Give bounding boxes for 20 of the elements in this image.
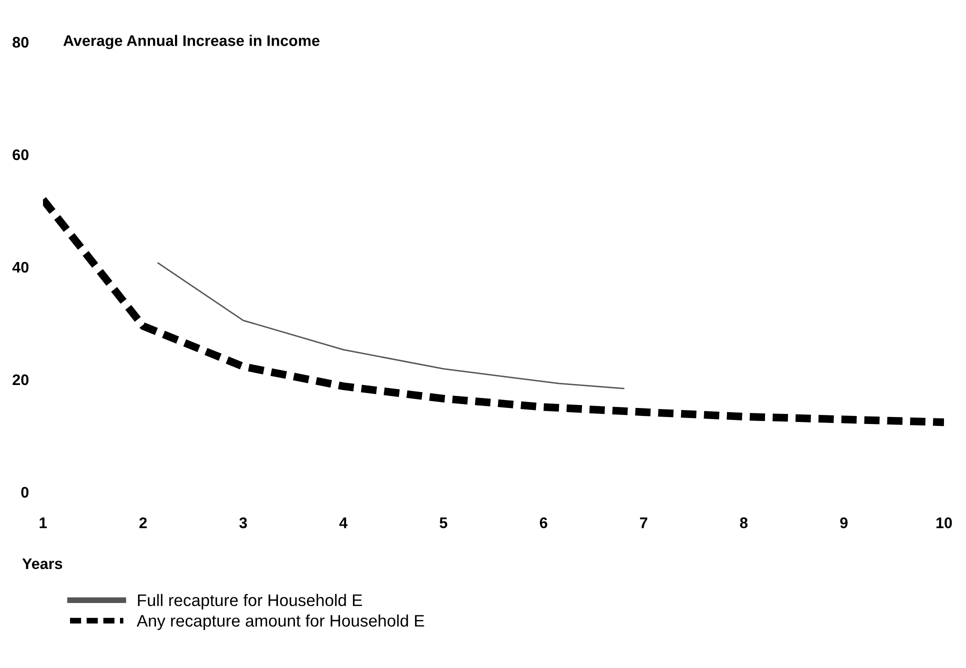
x-tick-label: 10 bbox=[936, 517, 952, 528]
x-tick-label: 5 bbox=[440, 518, 448, 528]
x-tick-label: 7 bbox=[640, 518, 648, 528]
y-tick-label: 80 bbox=[12, 36, 28, 48]
x-tick-label: 8 bbox=[740, 517, 748, 528]
x-tick-label: 9 bbox=[840, 517, 848, 528]
x-tick-label: 6 bbox=[540, 517, 548, 528]
y-tick-label: 40 bbox=[12, 262, 28, 273]
x-tick-label: 2 bbox=[139, 517, 147, 528]
y-tick-label: 20 bbox=[12, 374, 28, 386]
x-tick-label: 3 bbox=[239, 517, 247, 528]
line-series bbox=[157, 262, 624, 390]
legend-label: Any recapture amount for Household E bbox=[136, 614, 424, 630]
y-tick-label: 0 bbox=[21, 486, 28, 498]
legend-label: Full recapture for Household E bbox=[138, 594, 362, 610]
chart-title: Average Annual Increase in Income bbox=[63, 34, 320, 50]
y-tick-label: 60 bbox=[12, 149, 28, 160]
x-axis-title: Years bbox=[22, 558, 62, 570]
x-tick-label: 1 bbox=[40, 518, 47, 528]
x-tick-label: 4 bbox=[339, 518, 348, 528]
